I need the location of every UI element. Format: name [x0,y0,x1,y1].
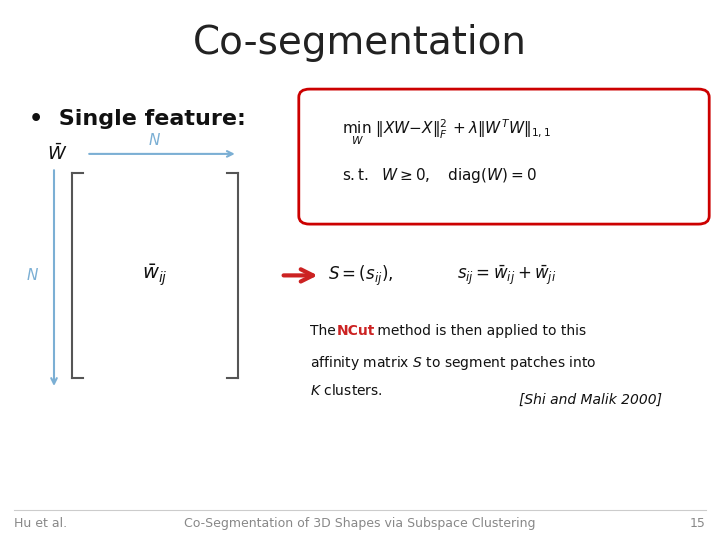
Text: Co-Segmentation of 3D Shapes via Subspace Clustering: Co-Segmentation of 3D Shapes via Subspac… [184,517,536,530]
Text: $K$ clusters.: $K$ clusters. [310,383,382,399]
Text: Co-segmentation: Co-segmentation [193,24,527,62]
Text: •  Single feature:: • Single feature: [29,109,246,129]
Text: Hu et al.: Hu et al. [14,517,68,530]
Text: $S = \left(s_{ij}\right),$: $S = \left(s_{ij}\right),$ [328,264,393,287]
Text: 15: 15 [690,517,706,530]
Text: $\min_{W}\ \|XW - X\|_{F}^{2} + \lambda\|W^{T}W\|_{1,1}$: $\min_{W}\ \|XW - X\|_{F}^{2} + \lambda\… [342,117,551,147]
Text: $\mathrm{s.t.}\ \ W \geq 0,\quad \mathrm{diag}(W) = 0$: $\mathrm{s.t.}\ \ W \geq 0,\quad \mathrm… [342,166,537,185]
Text: The: The [310,324,340,338]
Text: affinity matrix $S$ to segment patches into: affinity matrix $S$ to segment patches i… [310,354,596,372]
Text: $s_{ij} = \bar{w}_{ij} + \bar{w}_{ji}$: $s_{ij} = \bar{w}_{ij} + \bar{w}_{ji}$ [457,264,557,287]
Text: [Shi and Malik 2000]: [Shi and Malik 2000] [519,393,662,407]
Text: method is then applied to this: method is then applied to this [373,324,586,338]
Text: $\bar{w}_{ij}$: $\bar{w}_{ij}$ [142,262,168,288]
FancyBboxPatch shape [299,89,709,224]
Text: $\bar{W}$: $\bar{W}$ [48,144,68,164]
Text: $N$: $N$ [26,267,39,284]
Text: $N$: $N$ [148,132,161,149]
Text: NCut: NCut [337,324,375,338]
